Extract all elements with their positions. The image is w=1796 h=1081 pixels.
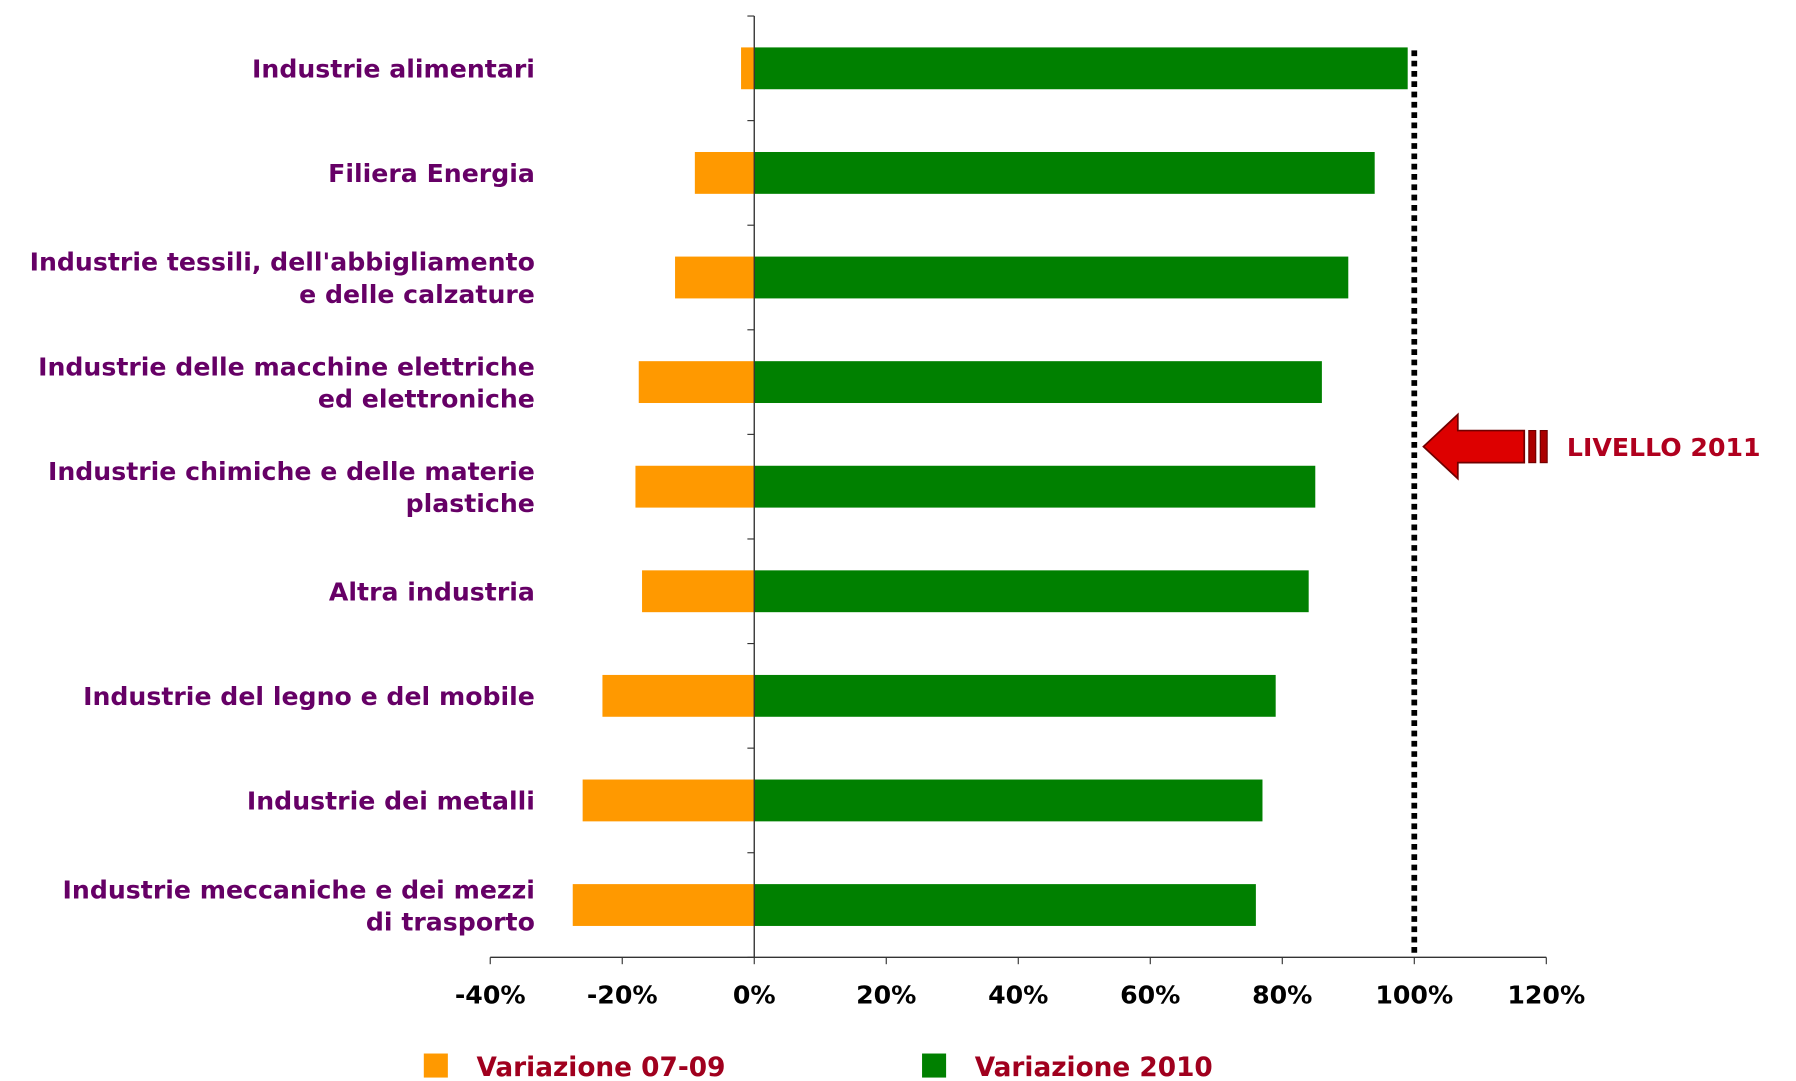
x-tick-label: 100%	[1375, 980, 1453, 1009]
bar	[754, 151, 1375, 194]
bar	[694, 151, 755, 194]
legend-swatch	[922, 1053, 947, 1078]
x-tick-label: 60%	[1120, 980, 1180, 1009]
bar	[754, 779, 1263, 822]
x-tick-label: -20%	[587, 980, 658, 1009]
bar	[754, 570, 1309, 613]
x-tick-label: 0%	[733, 980, 776, 1009]
arrow-stripe	[1539, 429, 1548, 464]
bar	[754, 256, 1349, 299]
bar	[741, 47, 755, 90]
bar	[754, 465, 1316, 508]
bar	[642, 570, 755, 613]
y-tick-label: Altra industria	[329, 578, 535, 607]
bar	[754, 674, 1276, 717]
legend-swatch	[423, 1053, 448, 1078]
y-tick-label: Industrie meccaniche e dei mezzi di trasp…	[63, 875, 535, 936]
legend-label: Variazione 07-09	[476, 1053, 725, 1081]
y-tick-label: Filiera Energia	[328, 159, 535, 188]
y-tick-label: Industrie dei metalli	[247, 787, 535, 816]
arrow	[1422, 412, 1526, 481]
annotation: LIVELLO 2011	[1567, 433, 1761, 462]
bar	[675, 256, 755, 299]
y-tick-label: Industrie delle macchine elettriche ed el…	[38, 352, 535, 413]
bar	[572, 884, 755, 926]
arrow-stripe	[1528, 429, 1537, 464]
y-tick-label: Industrie del legno e del mobile	[83, 682, 535, 711]
x-tick-label: 80%	[1252, 980, 1312, 1009]
x-tick-label: -40%	[455, 980, 526, 1009]
bar	[635, 465, 755, 508]
x-tick-label: 120%	[1507, 980, 1585, 1009]
y-tick-label: Industrie alimentari	[252, 55, 535, 84]
bar	[602, 674, 755, 717]
bar	[638, 361, 755, 404]
y-tick-label: Industrie tessili, dell'abbigliamento e d…	[30, 248, 535, 309]
bar	[754, 884, 1256, 926]
bar	[754, 47, 1408, 90]
bar	[754, 361, 1322, 404]
bar	[582, 779, 755, 822]
x-tick-label: 40%	[988, 980, 1048, 1009]
legend-label: Variazione 2010	[975, 1053, 1213, 1081]
y-tick-label: Industrie chimiche e delle materie plasti…	[48, 457, 535, 518]
x-tick-label: 20%	[856, 980, 916, 1009]
